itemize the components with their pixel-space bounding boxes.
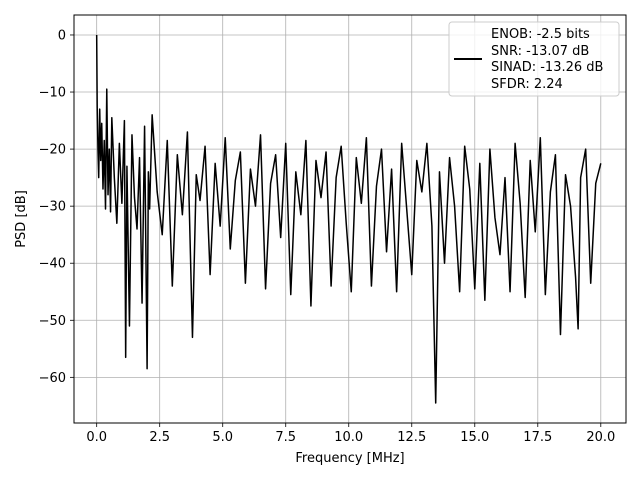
x-tick-label: 7.5 [275,430,296,445]
x-axis-label: Frequency [MHz] [295,451,404,466]
plot-area [95,34,602,404]
x-tick-label: 17.5 [523,430,552,445]
x-tick-label: 20.0 [586,430,615,445]
y-tick-label: −20 [39,143,66,158]
x-tick-label: 15.0 [460,430,489,445]
legend-sinad: SINAD: -13.26 dB [491,60,603,75]
x-tick-label: 0.0 [86,430,107,445]
plot-frame [73,14,627,424]
x-tick-label: 12.5 [397,430,426,445]
y-tick-label: −50 [39,314,66,329]
y-axis-label: PSD [dB] [14,190,29,248]
y-tick-label: −40 [39,257,66,272]
y-tick-label: −30 [39,200,66,215]
legend-enob: ENOB: -2.5 bits [491,27,590,42]
x-axis: 0.0 2.5 5.0 7.5 10.0 12.5 15.0 17.5 20.0 [86,423,615,445]
psd-series-line [95,34,602,404]
x-tick-label: 2.5 [149,430,170,445]
legend-box [448,21,620,97]
legend-snr: SNR: -13.07 dB [491,44,589,59]
legend-sfdr: SFDR: 2.24 [491,77,563,92]
y-tick-label: −10 [39,86,66,101]
y-axis: 0 −10 −20 −30 −40 −50 −60 [39,28,74,386]
legend: ENOB: -2.5 bits SNR: -13.07 dB SINAD: -1… [448,21,620,97]
y-tick-label: −60 [39,371,66,386]
x-tick-label: 10.0 [334,430,363,445]
y-tick-label: 0 [58,28,66,43]
x-tick-label: 5.0 [212,430,233,445]
